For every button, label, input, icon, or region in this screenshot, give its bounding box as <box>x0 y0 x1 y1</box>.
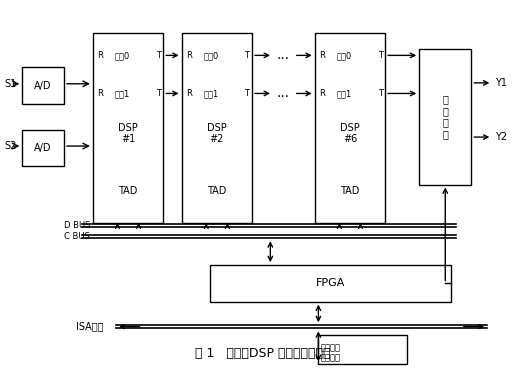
Text: S1: S1 <box>4 79 16 89</box>
FancyBboxPatch shape <box>318 335 407 364</box>
Text: A/D: A/D <box>35 143 52 153</box>
Text: FPGA: FPGA <box>316 278 345 289</box>
Text: TAD: TAD <box>340 186 360 196</box>
Text: TAD: TAD <box>118 186 138 196</box>
FancyBboxPatch shape <box>314 32 385 223</box>
Text: C BUS: C BUS <box>64 232 90 241</box>
Text: 串口1: 串口1 <box>115 89 130 98</box>
Text: R: R <box>97 51 103 60</box>
Text: 串口0: 串口0 <box>337 51 352 60</box>
Text: T: T <box>245 89 249 98</box>
FancyBboxPatch shape <box>93 32 163 223</box>
Text: R: R <box>186 89 192 98</box>
Text: R: R <box>97 89 103 98</box>
Text: S2: S2 <box>4 141 16 151</box>
Text: 串口1: 串口1 <box>337 89 352 98</box>
FancyBboxPatch shape <box>22 130 64 166</box>
Text: A/D: A/D <box>35 80 52 91</box>
Text: 串口1: 串口1 <box>204 89 219 98</box>
Text: R: R <box>319 51 325 60</box>
FancyBboxPatch shape <box>22 67 64 104</box>
Text: T: T <box>377 89 383 98</box>
Text: ...: ... <box>277 48 290 62</box>
Text: DSP
#2: DSP #2 <box>207 123 227 144</box>
Text: Y1: Y1 <box>495 78 507 88</box>
Text: R: R <box>186 51 192 60</box>
Text: DSP
#6: DSP #6 <box>340 123 360 144</box>
Text: D BUS: D BUS <box>64 221 90 230</box>
Text: ...: ... <box>277 86 290 100</box>
Text: T: T <box>156 89 161 98</box>
Text: ISA总线: ISA总线 <box>76 322 103 332</box>
Text: R: R <box>319 89 325 98</box>
Text: Y2: Y2 <box>495 132 507 142</box>
Text: T: T <box>245 51 249 60</box>
Text: TAD: TAD <box>207 186 226 196</box>
Text: 串口0: 串口0 <box>115 51 130 60</box>
Text: 微机系统
或工控机: 微机系统 或工控机 <box>321 343 341 363</box>
Text: DSP
#1: DSP #1 <box>118 123 138 144</box>
Text: T: T <box>156 51 161 60</box>
Text: 串口0: 串口0 <box>204 51 219 60</box>
FancyBboxPatch shape <box>182 32 252 223</box>
Text: T: T <box>377 51 383 60</box>
FancyBboxPatch shape <box>419 49 471 184</box>
FancyBboxPatch shape <box>211 265 450 302</box>
Text: 图 1   通用多DSP 目标系统原理图: 图 1 通用多DSP 目标系统原理图 <box>195 347 330 360</box>
Text: 控
制
逻
辑: 控 制 逻 辑 <box>443 94 448 139</box>
